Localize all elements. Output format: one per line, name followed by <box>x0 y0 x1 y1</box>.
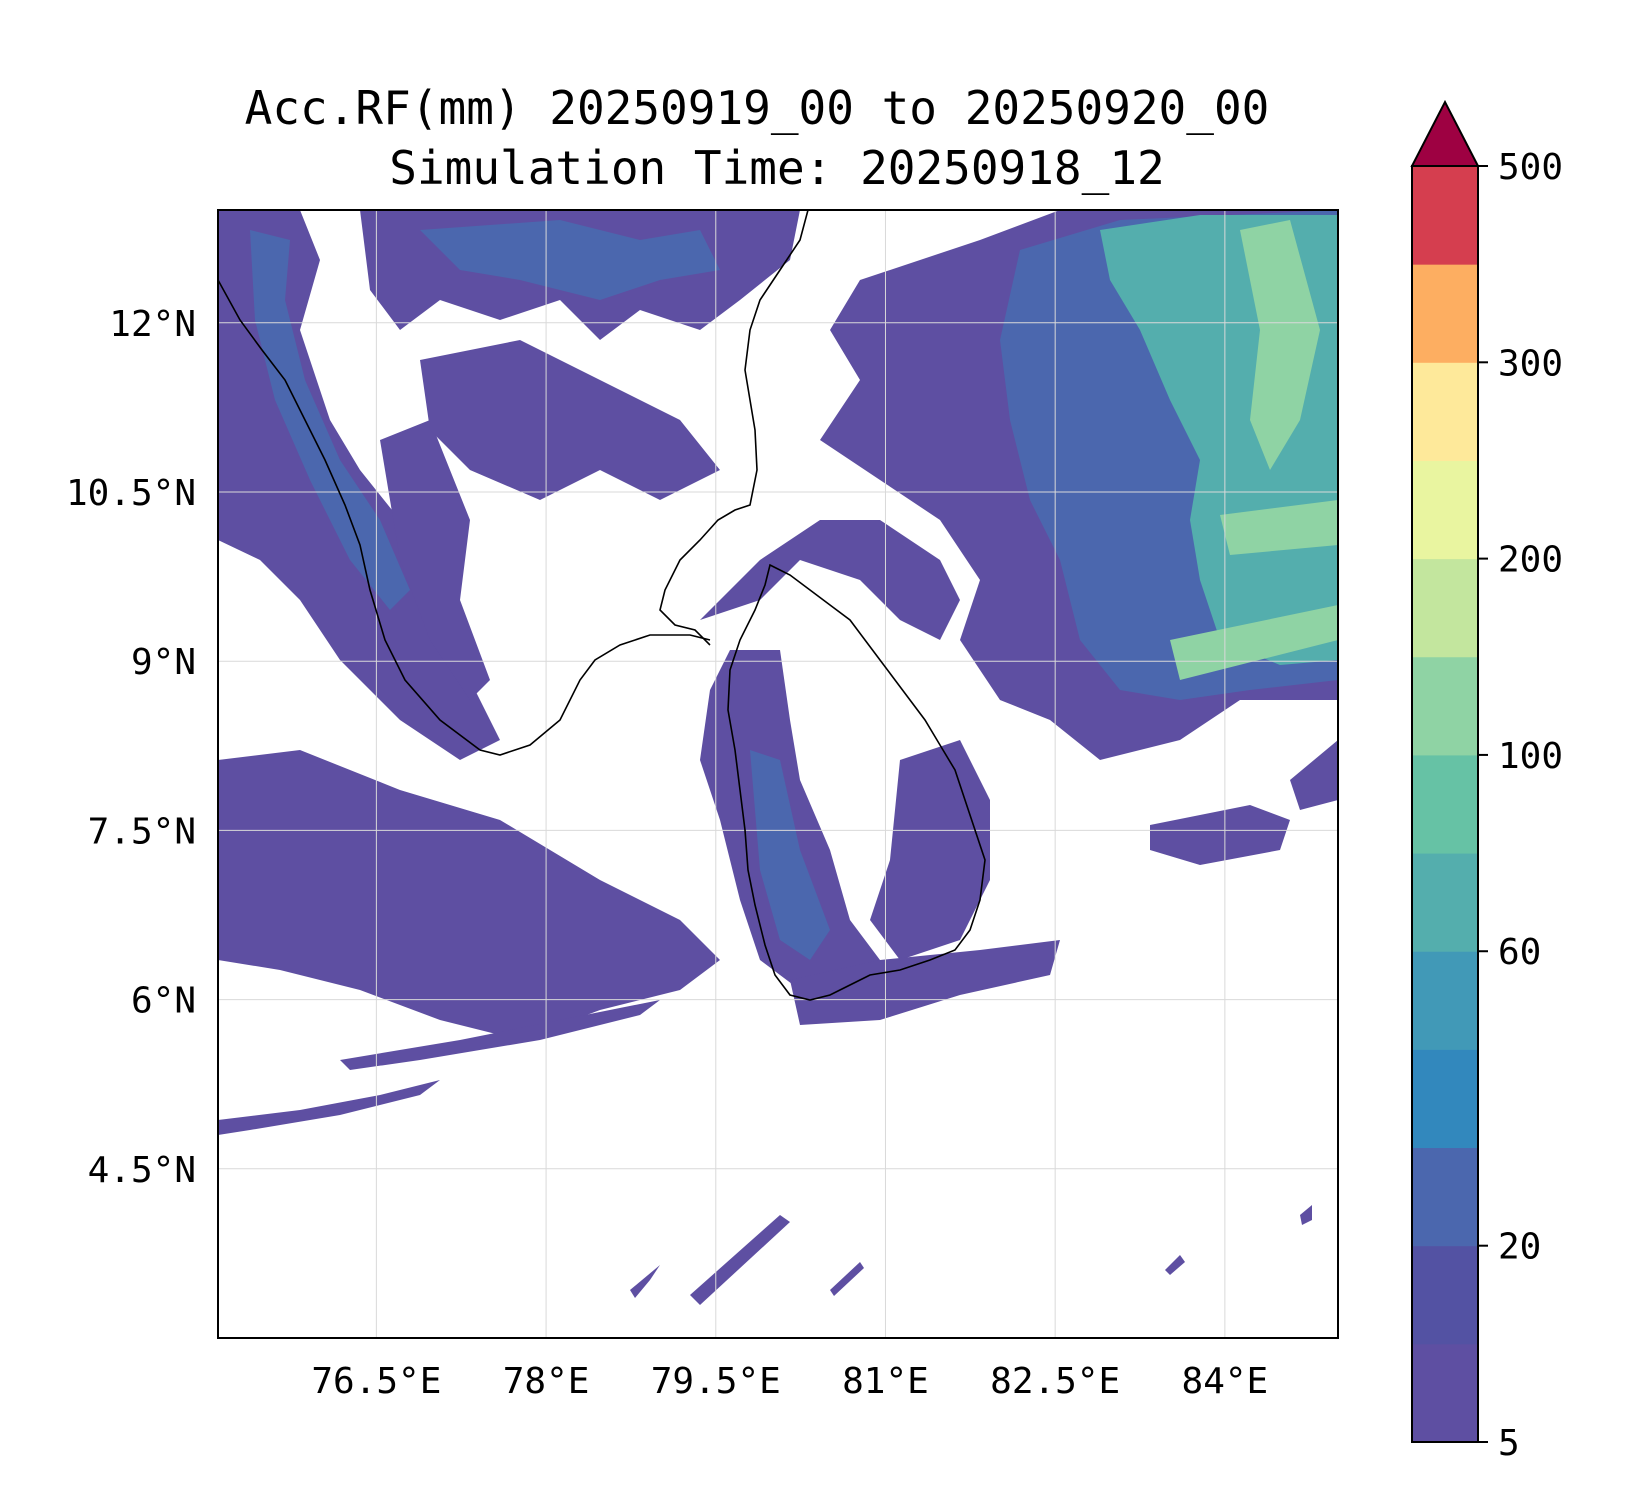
rain-region-bay-band-1 <box>1220 500 1338 555</box>
colorbar-label-4: 200 <box>1498 540 1563 581</box>
y-tick-label-1: 10.5°N <box>66 473 196 514</box>
colorbar-label-0: 5 <box>1498 1423 1520 1464</box>
x-tick-label-4: 82.5°E <box>990 1361 1120 1402</box>
rain-region-west-inland <box>250 230 410 610</box>
rain-streak-1 <box>218 1080 440 1135</box>
y-tick-label-0: 12°N <box>109 304 196 345</box>
rain-region-deccan <box>420 340 720 500</box>
colorbar-extend-arrow <box>1410 99 1480 167</box>
colorbar-segment-11 <box>1412 264 1478 363</box>
x-tick-label-2: 79.5°E <box>651 1361 781 1402</box>
rain-region-north-band-core <box>420 220 720 300</box>
rain-dot-3 <box>830 1262 864 1296</box>
colorbar-label-2: 60 <box>1498 932 1541 973</box>
y-tick-label-5: 4.5°N <box>88 1150 196 1191</box>
rain-region-bay-streak <box>1240 220 1320 470</box>
colorbar-segments <box>1412 166 1478 1443</box>
x-tick-label-0: 76.5°E <box>311 1361 441 1402</box>
x-axis-tick-labels: 76.5°E 78°E 79.5°E 81°E 82.5°E 84°E <box>311 1361 1268 1402</box>
colorbar-segment-0 <box>1412 1343 1478 1443</box>
rain-region-palk <box>700 520 960 640</box>
rain-region-sri-lanka-core <box>750 750 830 960</box>
x-tick-label-1: 78°E <box>503 1361 590 1402</box>
y-tick-label-4: 6°N <box>131 981 196 1022</box>
coastlines <box>218 210 986 1001</box>
map-title-line2: Simulation Time: 20250918_12 <box>389 141 1164 195</box>
map-frame <box>217 209 1339 1339</box>
y-tick-label-3: 7.5°N <box>88 811 196 852</box>
colorbar-tick-labels: 5 20 60 100 200 300 500 <box>1478 147 1563 1464</box>
colorbar-segment-12 <box>1412 166 1478 265</box>
colorbar-segment-3 <box>1412 1049 1478 1149</box>
colorbar-segment-7 <box>1412 656 1478 756</box>
rain-dot-2 <box>1165 1255 1185 1275</box>
colorbar-label-3: 100 <box>1498 736 1563 777</box>
x-tick-label-3: 81°E <box>842 1361 929 1402</box>
rainfall-field <box>218 210 1338 1305</box>
colorbar-segment-10 <box>1412 362 1478 461</box>
colorbar-label-5: 300 <box>1498 343 1563 384</box>
rain-dot-1 <box>1300 1205 1312 1225</box>
map-panel: 76.5°E 78°E 79.5°E 81°E 82.5°E 84°E 12°N 10.5°… <box>66 209 1339 1402</box>
rain-streak-5 <box>1150 805 1290 865</box>
coastline-india-east <box>659 210 809 646</box>
rain-region-sri-lanka-east <box>870 740 990 960</box>
colorbar-segment-1 <box>1412 1245 1478 1345</box>
y-axis-tick-labels: 12°N 10.5°N 9°N 7.5°N 6°N 4.5°N <box>66 304 196 1191</box>
x-tick-label-5: 84°E <box>1182 1361 1269 1402</box>
colorbar-segment-4 <box>1412 951 1478 1050</box>
colorbar: 5 20 60 100 200 300 500 <box>1410 99 1563 1464</box>
map-title-line1: Acc.RF(mm) 20250919_00 to 20250920_00 <box>245 81 1270 135</box>
rain-streak-4 <box>690 1215 790 1305</box>
rain-streak-2 <box>340 1000 660 1070</box>
y-tick-label-2: 9°N <box>131 642 196 683</box>
colorbar-segment-6 <box>1412 754 1478 854</box>
colorbar-frame <box>1411 165 1479 1443</box>
coastline-india-west <box>218 279 711 756</box>
colorbar-segment-8 <box>1412 558 1478 658</box>
colorbar-label-1: 20 <box>1498 1227 1541 1268</box>
rain-streak-3 <box>630 1265 660 1298</box>
colorbar-segment-9 <box>1412 460 1478 560</box>
rain-region-ghats <box>380 420 490 700</box>
rain-region-sw-sea <box>218 750 720 1040</box>
rain-streak-6 <box>1290 740 1338 810</box>
coastline-sri-lanka <box>727 563 986 1001</box>
colorbar-label-6: 500 <box>1498 147 1563 188</box>
rain-region-south-of-sri-lanka <box>790 940 1060 1025</box>
colorbar-segment-2 <box>1412 1147 1478 1247</box>
map-gridlines <box>218 210 1338 1338</box>
colorbar-segment-5 <box>1412 853 1478 952</box>
